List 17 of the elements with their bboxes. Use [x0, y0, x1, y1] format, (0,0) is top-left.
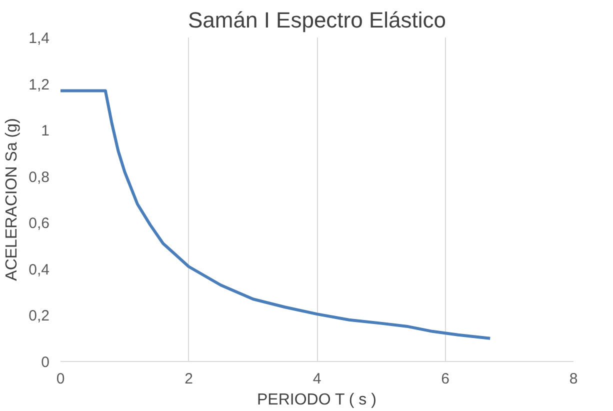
line-series — [60, 89, 492, 340]
y-tick-label: 1 — [41, 122, 50, 140]
x-tick-label: 8 — [569, 370, 578, 388]
y-tick-label: 0 — [41, 354, 50, 371]
y-tick-label: 1,4 — [28, 30, 50, 47]
x-axis-title: PERIODO T ( s ) — [257, 392, 376, 408]
y-tick-label: 0,2 — [28, 308, 50, 325]
y-tick-label: 0,6 — [28, 215, 50, 232]
x-tick-label: 4 — [312, 370, 322, 388]
x-tick-label: 2 — [184, 370, 193, 388]
y-tick-label: 0,8 — [28, 168, 50, 186]
y-tick-label: 1,2 — [28, 76, 50, 94]
x-tick-label: 0 — [56, 370, 65, 388]
chart-title: Samán I Espectro Elástico — [188, 8, 446, 32]
x-tick-label: 6 — [441, 370, 450, 388]
y-axis-title: ACELERACION Sa (g) — [4, 118, 21, 281]
y-tick-label: 0,4 — [28, 261, 50, 278]
